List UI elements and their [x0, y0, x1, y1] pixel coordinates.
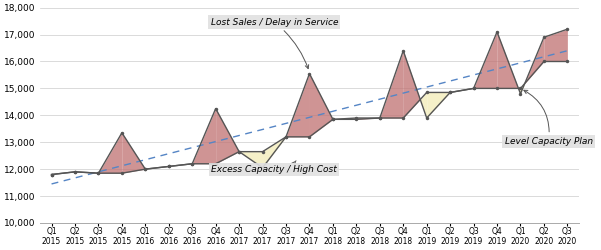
Text: Level Capacity Plan: Level Capacity Plan: [505, 90, 593, 146]
Text: Lost Sales / Delay in Service: Lost Sales / Delay in Service: [210, 18, 338, 68]
Text: Excess Capacity / High Cost: Excess Capacity / High Cost: [212, 161, 337, 174]
